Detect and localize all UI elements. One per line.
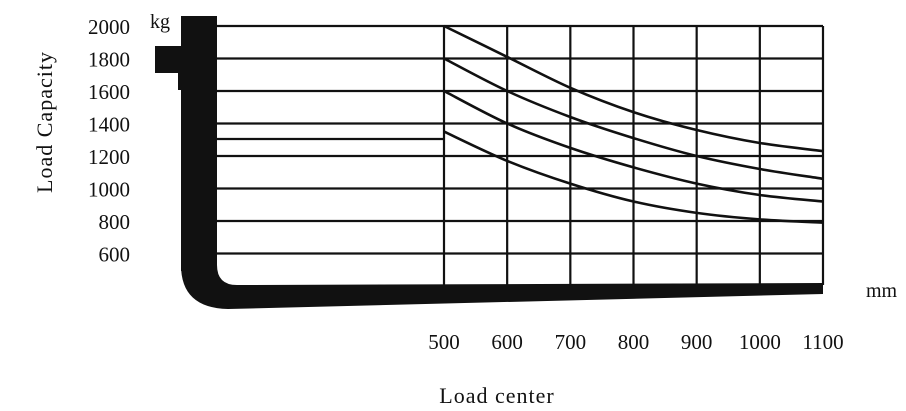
fork-silhouette: [155, 16, 823, 309]
capacity-curves: [443, 24, 824, 224]
y-tick-labels: 2000 1800 1600 1400 1200 1000 800 600: [88, 15, 130, 267]
fork-blade: [181, 265, 823, 309]
x-tick-label: 700: [555, 330, 587, 354]
y-tick-label: 1200: [88, 145, 130, 169]
x-tick-label: 800: [618, 330, 650, 354]
capacity-curve-1: [443, 24, 824, 153]
chart-grid: [217, 24, 825, 285]
x-axis-title: Load center: [439, 383, 554, 408]
x-tick-labels: 500 600 700 800 900 1000 1100: [428, 330, 843, 354]
x-tick-label: 1000: [739, 330, 781, 354]
capacity-curve-4: [443, 130, 824, 224]
y-axis-title: Load Capacity: [32, 51, 57, 193]
y-tick-label: 1400: [88, 113, 130, 137]
y-tick-label: 2000: [88, 15, 130, 39]
carriage-hook: [155, 46, 185, 90]
capacity-curve-3: [443, 89, 824, 203]
y-tick-label: 800: [99, 210, 131, 234]
y-tick-label: 1600: [88, 80, 130, 104]
y-tick-label: 1000: [88, 178, 130, 202]
y-unit-label: kg: [150, 11, 170, 33]
fork-shank: [181, 16, 217, 271]
x-tick-label: 600: [491, 330, 523, 354]
capacity-curve-2: [443, 57, 824, 181]
x-unit-label: mm: [866, 280, 898, 302]
x-tick-label: 500: [428, 330, 460, 354]
x-tick-label: 1100: [802, 330, 843, 354]
y-tick-label: 600: [99, 243, 131, 267]
x-tick-label: 900: [681, 330, 713, 354]
y-tick-label: 1800: [88, 48, 130, 72]
